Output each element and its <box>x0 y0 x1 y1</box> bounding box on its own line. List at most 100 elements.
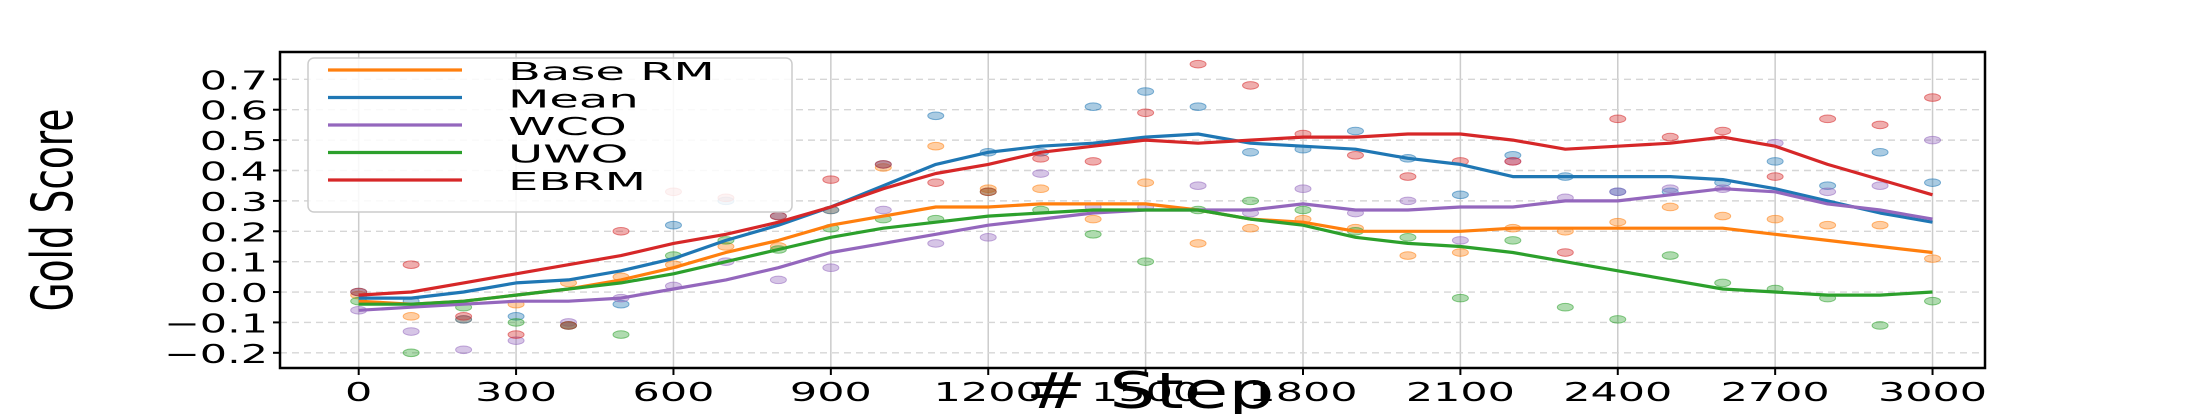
legend-label: Mean <box>508 85 639 113</box>
x-tick-label: 2400 <box>1563 378 1672 408</box>
scatter-point <box>979 187 997 197</box>
scatter-point <box>1451 236 1469 245</box>
scatter-point <box>1609 187 1627 197</box>
scatter-point <box>1766 214 1784 224</box>
scatter-point <box>1819 114 1837 124</box>
scatter-point <box>1242 147 1260 157</box>
legend-label: Base RM <box>508 57 715 85</box>
scatter-point <box>1819 181 1837 190</box>
scatter-point <box>1609 217 1627 227</box>
x-tick-label: 3000 <box>1878 378 1987 408</box>
scatter-point <box>1084 157 1102 166</box>
x-tick-label: 600 <box>633 378 715 408</box>
scatter-point <box>927 178 945 187</box>
scatter-point <box>1714 211 1732 221</box>
scatter-point <box>612 299 630 309</box>
scatter-point <box>560 321 578 330</box>
scatter-point <box>1137 87 1155 96</box>
scatter-point <box>455 345 473 355</box>
scatter-point <box>1189 59 1207 69</box>
x-tick-label: 900 <box>790 378 872 408</box>
scatter-point <box>1504 157 1522 166</box>
scatter-point <box>1189 102 1207 111</box>
scatter-point <box>1137 257 1155 266</box>
plot-frame <box>278 50 1987 370</box>
series-line <box>358 132 1933 297</box>
scatter-point <box>1661 132 1679 142</box>
scatter-point <box>1714 278 1732 288</box>
scatter-point <box>507 312 525 321</box>
scatter-point <box>560 318 578 327</box>
scatter-point <box>1871 181 1889 190</box>
scatter-point <box>1346 126 1364 136</box>
scatter-point <box>1399 196 1417 206</box>
axis-ticks: 0 300 600 900 1200 1500 1800 2100 2400 2700 3000 −0… <box>164 66 1987 407</box>
y-tick-label: 0.6 <box>200 96 268 126</box>
legend-label: EBRM <box>508 167 646 195</box>
scatter-point <box>1137 178 1155 187</box>
series-lines <box>358 132 1933 312</box>
scatter-point <box>769 211 787 221</box>
scatter-point <box>402 348 420 358</box>
scatter-point <box>1766 157 1784 166</box>
scatter-point <box>822 175 840 184</box>
scatter-point <box>1661 202 1679 212</box>
scatter-point <box>612 330 630 339</box>
scatter-point <box>1084 230 1102 239</box>
scatter-point <box>1189 181 1207 190</box>
scatter-point <box>1661 184 1679 194</box>
scatter-point <box>1556 248 1574 257</box>
scatter-point <box>1714 126 1732 136</box>
scatter-point <box>1871 321 1889 330</box>
scatter-point <box>1451 248 1469 257</box>
x-axis-title: # Step <box>1026 361 1275 414</box>
scatter-point <box>1399 233 1417 242</box>
scatter-point <box>1242 81 1260 90</box>
scatter-point <box>874 160 892 169</box>
scatter-point <box>1084 214 1102 224</box>
scatter-point <box>1924 254 1942 263</box>
x-tick-label: 1200 <box>934 378 1043 408</box>
scatter-point <box>1294 184 1312 194</box>
y-tick-label: 0.5 <box>200 127 268 157</box>
scatter-point <box>1451 190 1469 200</box>
scatter-point <box>979 233 997 242</box>
scatter-point <box>507 318 525 327</box>
scatter-point <box>1399 251 1417 260</box>
y-tick-label: 0.3 <box>200 188 268 218</box>
scatter-point <box>1609 114 1627 124</box>
scatter-point <box>1451 293 1469 303</box>
scatter-point <box>1032 169 1050 178</box>
legend-label: WCO <box>508 112 627 140</box>
scatter-point <box>1504 236 1522 245</box>
scatter-point <box>455 312 473 321</box>
y-axis-title: Gold Score <box>20 109 86 312</box>
scatter-point <box>1871 147 1889 157</box>
scatter-point <box>1242 223 1260 233</box>
scatter-point <box>1032 154 1050 163</box>
scatter-point <box>1032 184 1050 194</box>
scatter-point <box>507 330 525 339</box>
series-line <box>358 202 1933 306</box>
scatter-points <box>350 59 1942 358</box>
scatter-point <box>1819 220 1837 230</box>
y-tick-label: 0.2 <box>200 218 268 248</box>
x-tick-label: 1800 <box>1248 378 1357 408</box>
x-tick-label: 2100 <box>1406 378 1515 408</box>
scatter-point <box>1556 302 1574 312</box>
series-line <box>358 208 1933 306</box>
scatter-point <box>455 315 473 324</box>
scatter-point <box>402 260 420 269</box>
scatter-point <box>1137 108 1155 118</box>
scatter-point <box>927 111 945 121</box>
y-tick-label: 0.4 <box>200 157 268 187</box>
scatter-point <box>1924 296 1942 306</box>
scatter-point <box>927 141 945 151</box>
scatter-point <box>1819 187 1837 197</box>
scatter-point <box>1084 102 1102 111</box>
y-tick-label: −0.2 <box>164 340 268 370</box>
scatter-point <box>1504 151 1522 160</box>
scatter-point <box>1766 172 1784 181</box>
